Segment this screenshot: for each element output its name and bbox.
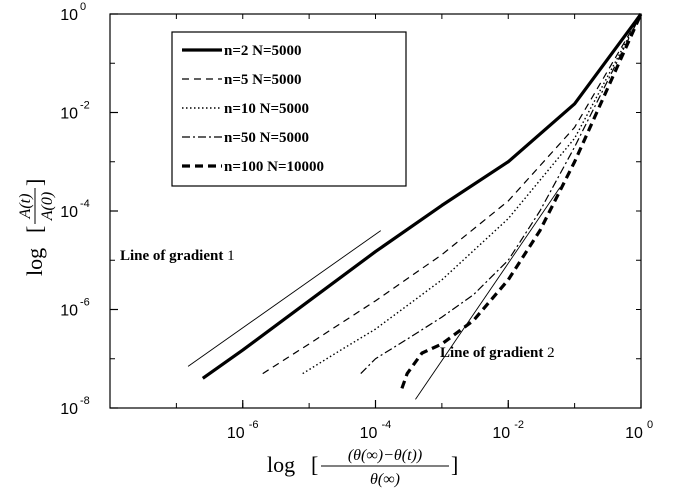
series-group <box>201 13 643 389</box>
legend-box <box>171 31 407 187</box>
series-line-5 <box>400 13 643 389</box>
y-tick-label: 10 -6 <box>60 297 90 320</box>
x-axis-label: log [ (θ(∞)−θ(t)) θ(∞) ] <box>267 447 458 488</box>
y-tick-label: 10 -8 <box>60 395 90 418</box>
series-line-4 <box>360 13 642 375</box>
x-tick-label: 10 -2 <box>492 419 524 442</box>
legend-label-5: n=100 N=10000 <box>224 159 324 175</box>
y-axis-label: log [ A(t) A(0) ] <box>17 179 56 276</box>
x-tick-base: 10 <box>360 425 378 442</box>
x-label-denominator: θ(∞) <box>370 471 400 488</box>
y-label-numerator: A(t) <box>17 194 34 220</box>
series-line-2 <box>262 13 642 375</box>
legend-label-4: n=50 N=5000 <box>224 130 309 146</box>
y-tick-exponent: -2 <box>80 100 90 112</box>
y-tick-label: 10 -2 <box>60 100 90 123</box>
x-tick-label: 10 0 <box>625 419 653 442</box>
reference-lines: Line of gradient 1 Line of gradient 2 <box>120 187 561 400</box>
reference-line-gradient-1 <box>187 230 382 367</box>
svg-text:[: [ <box>22 226 47 233</box>
y-tick-base: 10 <box>60 106 78 123</box>
y-tick-exponent: 0 <box>80 1 86 13</box>
legend-label-3: n=10 N=5000 <box>224 101 309 117</box>
y-tick-exponent: -6 <box>80 297 90 309</box>
x-tick-label: 10 -6 <box>227 419 259 442</box>
y-tick-exponent: -8 <box>80 395 90 407</box>
x-tick-base: 10 <box>227 425 245 442</box>
legend: n=2 N=5000 n=5 N=5000 n=10 N=5000 n=50 N=50… <box>171 31 407 187</box>
y-tick-base: 10 <box>60 401 78 418</box>
x-label-log: log <box>267 452 295 477</box>
reference-line-gradient-2 <box>415 187 561 400</box>
x-tick-exponent: 0 <box>647 419 653 431</box>
x-label-numerator: (θ(∞)−θ(t)) <box>348 447 422 464</box>
x-tick-base: 10 <box>492 425 510 442</box>
y-tick-base: 10 <box>60 303 78 320</box>
y-tick-base: 10 <box>60 204 78 221</box>
y-tick-exponent: -4 <box>80 198 90 210</box>
x-tick-exponent: -4 <box>382 419 392 431</box>
axes: 10 -6 10 -4 10 -2 10 010 -810 -610 -410 -210 0 <box>60 1 653 442</box>
annotation-gradient-2: Line of gradient 2 <box>440 345 555 361</box>
legend-label-2: n=5 N=5000 <box>224 72 302 88</box>
x-tick-base: 10 <box>625 425 643 442</box>
series-line-1 <box>201 13 643 380</box>
x-tick-exponent: -6 <box>249 419 259 431</box>
legend-label-1: n=2 N=5000 <box>224 43 302 59</box>
svg-text:]: ] <box>451 452 458 477</box>
x-tick-label: 10 -4 <box>360 419 392 442</box>
svg-text:[: [ <box>311 452 318 477</box>
x-tick-exponent: -2 <box>514 419 524 431</box>
y-tick-label: 10 -4 <box>60 198 90 221</box>
y-label-log: log <box>22 248 47 276</box>
y-label-denominator: A(0) <box>39 192 56 221</box>
y-tick-label: 10 0 <box>60 1 86 24</box>
series-line-3 <box>302 13 642 375</box>
svg-text:]: ] <box>22 179 47 186</box>
annotation-gradient-1: Line of gradient 1 <box>120 248 235 264</box>
y-tick-base: 10 <box>60 7 78 24</box>
